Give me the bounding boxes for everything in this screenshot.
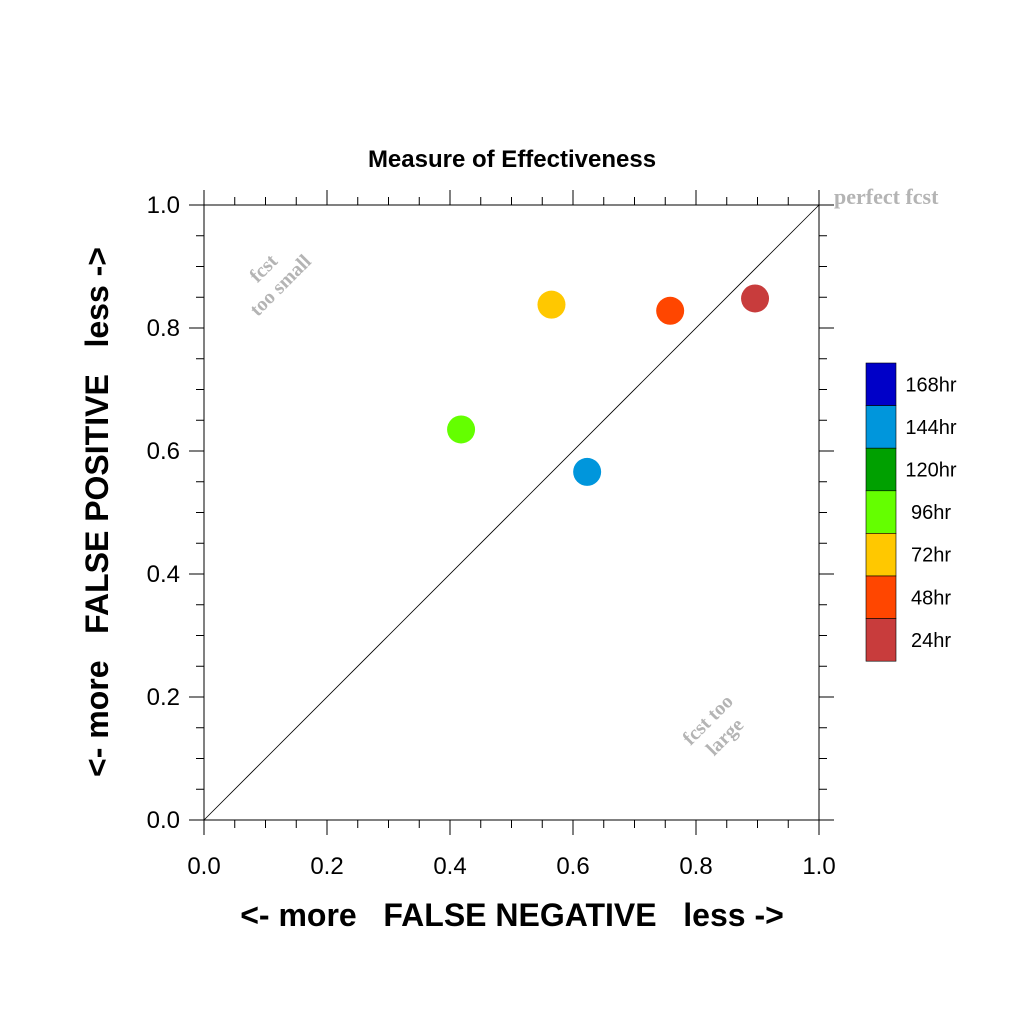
legend-swatch-48hr bbox=[865, 575, 897, 619]
perfect-forecast-line bbox=[203, 204, 820, 821]
legend-swatch-72hr bbox=[865, 533, 897, 577]
legend-swatch-168hr bbox=[865, 362, 897, 406]
axis-ticks bbox=[189, 190, 834, 835]
point-96hr bbox=[447, 415, 476, 444]
x-tick-label: 0.6 bbox=[556, 853, 589, 880]
data-points bbox=[447, 284, 770, 486]
perfect-forecast-label: perfect fcst bbox=[834, 184, 939, 209]
legend-label-24hr: 24hr bbox=[911, 630, 951, 652]
x-tick-label: 0.2 bbox=[310, 853, 343, 880]
point-24hr bbox=[741, 284, 770, 313]
legend-label-96hr: 96hr bbox=[911, 502, 951, 524]
legend-swatch-24hr bbox=[865, 618, 897, 662]
x-axis-title: <- more FALSE NEGATIVE less -> bbox=[240, 897, 784, 933]
legend-label-168hr: 168hr bbox=[905, 374, 956, 396]
point-48hr bbox=[656, 296, 685, 325]
y-tick-label: 0.2 bbox=[147, 684, 180, 711]
x-tick-label: 1.0 bbox=[802, 853, 835, 880]
legend-swatch-96hr bbox=[865, 490, 897, 534]
y-axis-title: <- more FALSE POSITIVE less -> bbox=[79, 247, 115, 777]
legend-label-120hr: 120hr bbox=[905, 460, 956, 482]
legend-swatch-144hr bbox=[865, 405, 897, 449]
x-tick-labels: 0.0 0.2 0.4 0.6 0.8 1.0 bbox=[187, 853, 835, 880]
y-tick-label: 1.0 bbox=[147, 192, 180, 219]
too-small-annotation: fcst too small bbox=[245, 250, 316, 321]
legend-swatch-120hr bbox=[865, 447, 897, 492]
too-large-annotation: fcst too large bbox=[679, 691, 749, 761]
legend-label-48hr: 48hr bbox=[911, 587, 951, 609]
legend: 168hr 144hr 120hr 96hr 72hr 48hr 24hr bbox=[865, 362, 957, 662]
point-144hr bbox=[573, 457, 602, 486]
legend-label-72hr: 72hr bbox=[911, 545, 951, 567]
y-tick-label: 0.0 bbox=[147, 807, 180, 834]
chart-title: Measure of Effectiveness bbox=[368, 146, 656, 173]
y-tick-label: 0.8 bbox=[147, 315, 180, 342]
y-tick-label: 0.4 bbox=[147, 561, 180, 588]
legend-label-144hr: 144hr bbox=[905, 417, 956, 439]
x-tick-label: 0.0 bbox=[187, 853, 220, 880]
y-tick-label: 0.6 bbox=[147, 438, 180, 465]
reference-line-group bbox=[203, 204, 820, 821]
x-tick-label: 0.4 bbox=[433, 853, 466, 880]
x-tick-label: 0.8 bbox=[679, 853, 712, 880]
point-72hr bbox=[537, 290, 566, 319]
y-tick-labels: 0.0 0.2 0.4 0.6 0.8 1.0 bbox=[147, 192, 180, 834]
